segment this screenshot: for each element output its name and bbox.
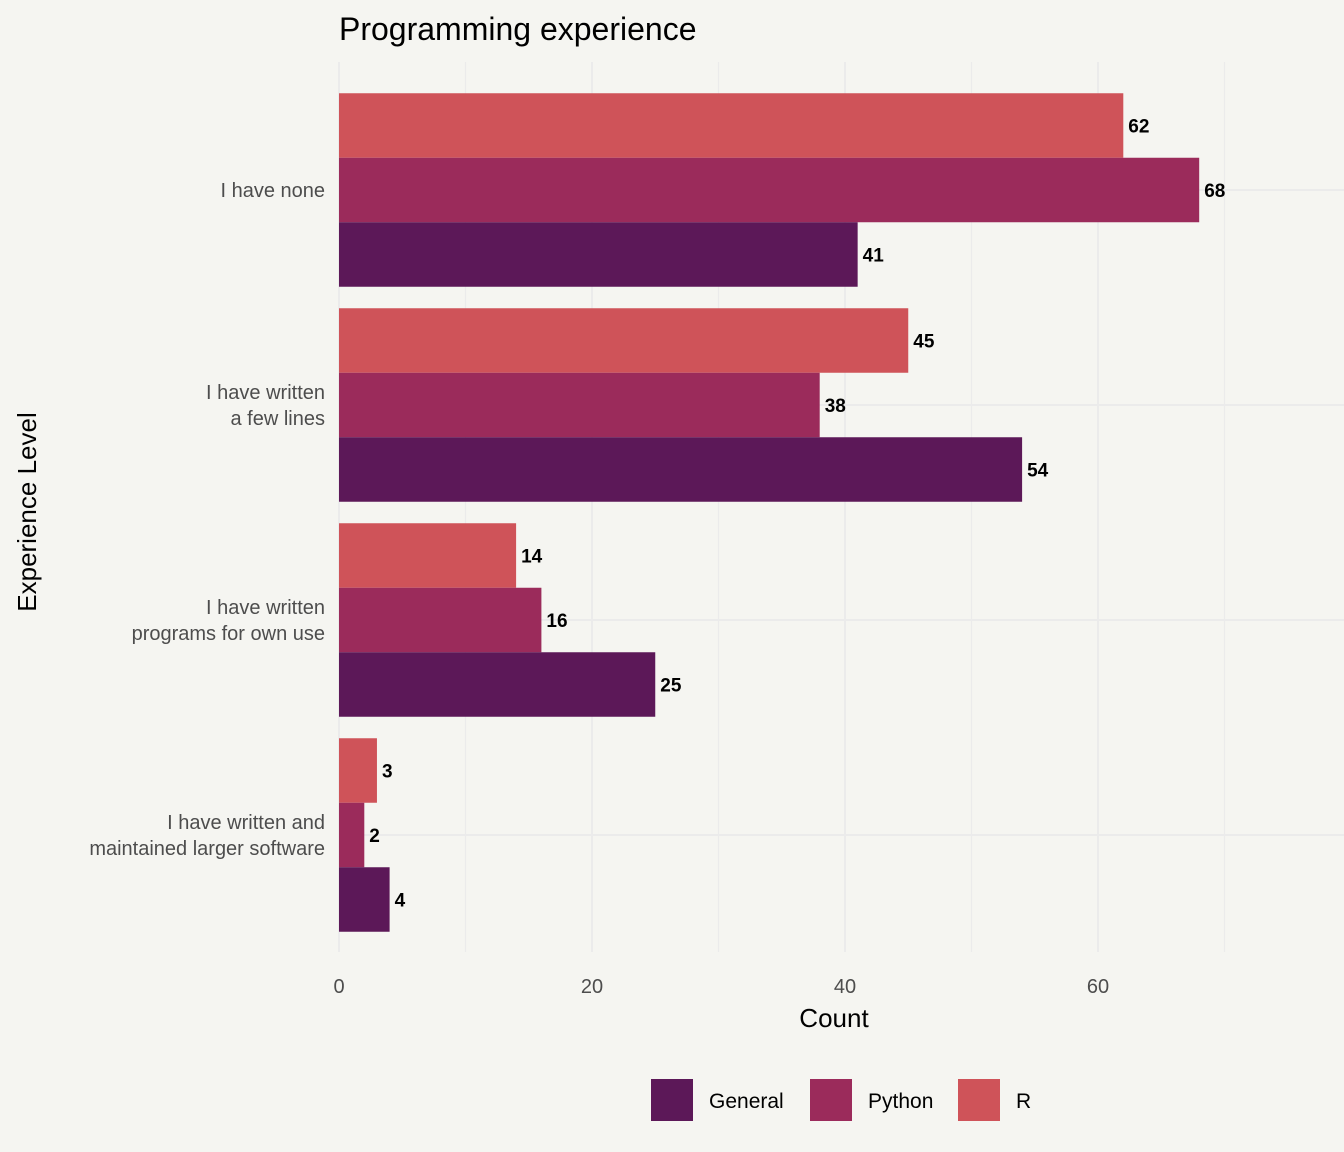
data-label: 16 — [546, 611, 567, 632]
legend-swatch-general — [651, 1079, 693, 1121]
data-label: 54 — [1027, 461, 1049, 482]
y-tick-label-line: I have none — [220, 180, 325, 202]
data-label: 38 — [825, 396, 846, 417]
bar-general — [339, 222, 858, 287]
y-tick-label-line: I have written — [206, 382, 325, 404]
bar-r — [339, 738, 377, 803]
data-label: 41 — [863, 246, 885, 267]
legend-label-r: R — [1016, 1090, 1031, 1113]
legend-swatch-r — [958, 1079, 1000, 1121]
y-tick-label: I have written a few lines — [206, 382, 325, 430]
y-tick-label: I have written programs for own use — [132, 597, 325, 645]
x-tick-label: 0 — [333, 976, 344, 998]
data-label: 3 — [382, 762, 393, 783]
bar-python — [339, 157, 1200, 223]
data-label: 2 — [369, 826, 380, 847]
x-tick-label: 60 — [1087, 976, 1109, 998]
x-tick-label: 20 — [581, 976, 603, 998]
data-label: 14 — [521, 547, 543, 568]
x-tick-label: 40 — [834, 976, 856, 998]
data-label: 45 — [913, 332, 935, 353]
data-label: 4 — [395, 891, 406, 912]
bar-general — [339, 652, 656, 717]
y-axis-title: Experience Level — [12, 412, 42, 611]
data-label: 62 — [1128, 117, 1149, 138]
legend-swatch-python — [810, 1079, 852, 1121]
chart-title: Programming experience — [339, 11, 697, 47]
bar-general — [339, 867, 390, 932]
y-tick-label: I have written and maintained larger soft… — [89, 812, 325, 860]
bar-python — [339, 587, 542, 653]
bar-python — [339, 372, 820, 438]
legend-label-general: General — [709, 1090, 784, 1113]
bar-r — [339, 93, 1124, 158]
y-tick-label-line: maintained larger software — [89, 838, 325, 860]
x-axis-title: Count — [799, 1003, 869, 1033]
bar-r — [339, 308, 909, 373]
y-tick-label-line: I have written and — [167, 812, 325, 834]
bar-python — [339, 802, 365, 868]
legend: General Python R — [651, 1079, 1031, 1121]
data-label: 68 — [1204, 181, 1225, 202]
legend-label-python: Python — [868, 1090, 933, 1113]
y-tick-label-line: programs for own use — [132, 623, 325, 645]
data-label: 25 — [660, 676, 682, 697]
y-tick-label-line: I have written — [206, 597, 325, 619]
bar-r — [339, 523, 517, 588]
y-tick-label-line: a few lines — [231, 408, 326, 430]
bar-general — [339, 437, 1023, 502]
y-tick-label: I have none — [220, 180, 325, 202]
